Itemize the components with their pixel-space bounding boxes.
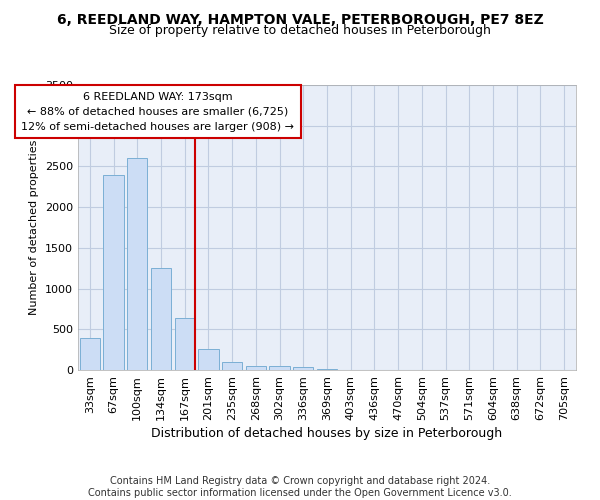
- Bar: [103, 174, 124, 370]
- Bar: [199, 349, 218, 370]
- Bar: [80, 338, 100, 370]
- Bar: [293, 366, 313, 370]
- Bar: [175, 318, 195, 370]
- Text: Contains public sector information licensed under the Open Government Licence v3: Contains public sector information licen…: [88, 488, 512, 498]
- Text: 6, REEDLAND WAY, HAMPTON VALE, PETERBOROUGH, PE7 8EZ: 6, REEDLAND WAY, HAMPTON VALE, PETERBORO…: [56, 12, 544, 26]
- Text: 6 REEDLAND WAY: 173sqm
← 88% of detached houses are smaller (6,725)
12% of semi-: 6 REEDLAND WAY: 173sqm ← 88% of detached…: [21, 92, 294, 132]
- Bar: [127, 158, 148, 370]
- Text: Size of property relative to detached houses in Peterborough: Size of property relative to detached ho…: [109, 24, 491, 37]
- Bar: [151, 268, 171, 370]
- Bar: [269, 366, 290, 370]
- Text: Distribution of detached houses by size in Peterborough: Distribution of detached houses by size …: [151, 428, 503, 440]
- Bar: [246, 366, 266, 370]
- Bar: [222, 362, 242, 370]
- Text: Contains HM Land Registry data © Crown copyright and database right 2024.: Contains HM Land Registry data © Crown c…: [110, 476, 490, 486]
- Y-axis label: Number of detached properties: Number of detached properties: [29, 140, 40, 315]
